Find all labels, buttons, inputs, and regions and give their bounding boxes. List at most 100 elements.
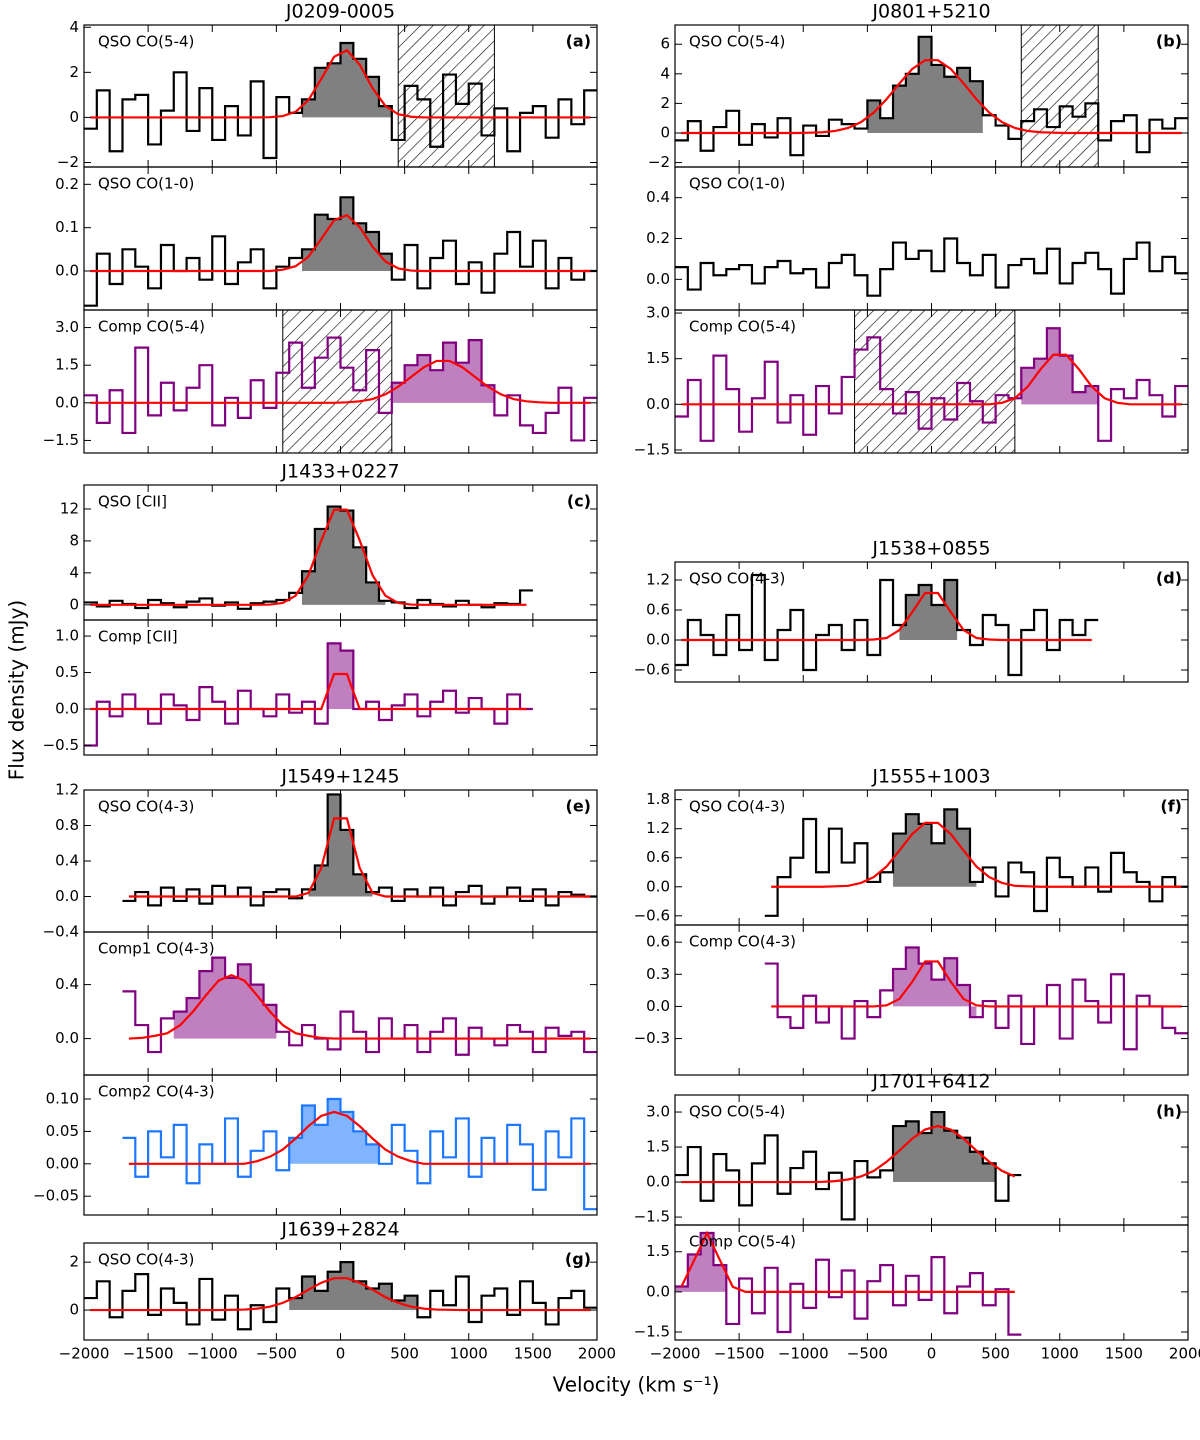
- gaussian-fit: [128, 973, 591, 1040]
- y-tick-label: 0.0: [55, 262, 79, 280]
- y-tick-label: 1.2: [646, 571, 670, 589]
- spectrum: [122, 793, 597, 907]
- line-fill: [893, 1112, 996, 1183]
- line-fill: [893, 947, 977, 1018]
- y-tick-label: 6: [660, 35, 670, 53]
- panel-label: Comp1 CO(4-3): [98, 940, 215, 958]
- spectrum: [675, 237, 1188, 297]
- gaussian-fit: [771, 821, 1182, 888]
- y-tick-label: 0.3: [646, 965, 670, 983]
- line-fill: [302, 506, 386, 605]
- x-tick-label: 2000: [1169, 1345, 1200, 1363]
- panel-title: J0209-0005: [285, 1, 395, 23]
- panel-label: QSO CO(4-3): [689, 570, 785, 588]
- y-tick-label: 1.5: [646, 1242, 670, 1260]
- y-tick-label: 0.5: [55, 663, 79, 681]
- gaussian-fit: [680, 1230, 1015, 1293]
- y-tick-label: 8: [69, 531, 79, 549]
- y-tick-label: −1.5: [634, 1322, 670, 1340]
- gaussian-fit: [90, 508, 527, 606]
- panel-title: J1555+1003: [871, 766, 990, 788]
- y-tick-label: 2: [69, 63, 79, 81]
- y-tick-label: 0.0: [55, 1029, 79, 1047]
- spectrum: [84, 196, 597, 307]
- x-tick-label: 1000: [1041, 1345, 1079, 1363]
- y-tick-label: 0.2: [646, 229, 670, 247]
- gaussian-fit: [90, 213, 591, 273]
- y-tick-label: 1.5: [55, 356, 79, 374]
- x-tick-label: 2000: [578, 1345, 616, 1363]
- x-tick-label: −1500: [714, 1345, 765, 1363]
- x-tick-label: −1000: [778, 1345, 829, 1363]
- x-tick-label: −1000: [187, 1345, 238, 1363]
- gaussian-fit: [771, 960, 1182, 1008]
- x-tick-label: 0: [336, 1345, 346, 1363]
- spectrum: [84, 642, 533, 747]
- y-tick-label: 0.6: [646, 933, 670, 951]
- y-tick-label: 0.0: [55, 393, 79, 411]
- y-tick-label: 4: [660, 64, 670, 82]
- y-tick-label: 3.0: [55, 318, 79, 336]
- y-tick-label: 0.0: [646, 997, 670, 1015]
- panel-tag: (f): [1160, 797, 1182, 816]
- y-tick-label: 0.0: [646, 1282, 670, 1300]
- x-tick-label: −2000: [59, 1345, 110, 1363]
- x-tick-label: 500: [390, 1345, 419, 1363]
- gaussian-fit: [90, 359, 591, 404]
- y-tick-label: 1.0: [55, 627, 79, 645]
- y-tick-label: 0.0: [646, 395, 670, 413]
- x-tick-label: 1500: [514, 1345, 552, 1363]
- x-axis-label: Velocity (km s⁻¹): [553, 1373, 720, 1397]
- spectrum: [122, 956, 597, 1056]
- y-tick-label: 3.0: [646, 304, 670, 322]
- x-tick-label: −500: [256, 1345, 297, 1363]
- panel-title: J1538+0855: [871, 538, 990, 560]
- x-tick-label: −1500: [123, 1345, 174, 1363]
- panel-label: Comp2 CO(4-3): [98, 1083, 215, 1101]
- y-tick-label: −2: [57, 153, 79, 171]
- panel-label: QSO CO(1-0): [689, 175, 785, 193]
- y-tick-label: −0.6: [634, 906, 670, 924]
- y-tick-label: −0.05: [33, 1187, 79, 1205]
- y-tick-label: 0.0: [55, 887, 79, 905]
- gaussian-fit: [128, 1110, 591, 1165]
- y-tick-label: 1.5: [646, 1138, 670, 1156]
- y-tick-label: 1.2: [55, 781, 79, 799]
- y-tick-label: 12: [60, 499, 79, 517]
- panel-label: QSO CO(4-3): [98, 798, 194, 816]
- y-tick-label: 0.4: [55, 852, 79, 870]
- panel-label: Comp CO(4-3): [689, 933, 796, 951]
- gaussian-fit: [90, 1277, 591, 1312]
- y-tick-label: 0: [660, 123, 670, 141]
- gaussian-fit: [681, 353, 1182, 406]
- panel-label: QSO CO(1-0): [98, 175, 194, 193]
- y-tick-label: 0.4: [646, 188, 670, 206]
- y-tick-label: −1.5: [43, 431, 79, 449]
- line-fill: [302, 43, 392, 118]
- gaussian-fit: [90, 48, 591, 119]
- y-tick-label: 3.0: [646, 1103, 670, 1121]
- spectrum: [764, 946, 1188, 1051]
- x-tick-label: 500: [981, 1345, 1010, 1363]
- panel-label: QSO CO(4-3): [98, 1251, 194, 1269]
- line-fill: [308, 794, 373, 897]
- panel-label: Comp [CII]: [98, 628, 178, 646]
- y-tick-label: 0: [69, 108, 79, 126]
- panel-title: J1433+0227: [280, 461, 399, 483]
- masked-region: [282, 310, 393, 453]
- y-axis-label: Flux density (mJy): [5, 600, 29, 780]
- y-tick-label: 0.0: [646, 631, 670, 649]
- x-tick-label: 0: [927, 1345, 937, 1363]
- panel-label: Comp CO(5-4): [689, 1233, 796, 1251]
- line-fill: [867, 36, 983, 133]
- y-tick-label: 4: [69, 18, 79, 36]
- panel-title: J1549+1245: [280, 766, 399, 788]
- y-tick-label: 0.1: [55, 218, 79, 236]
- x-tick-label: 1500: [1105, 1345, 1143, 1363]
- spectrum: [84, 336, 597, 442]
- y-tick-label: −0.5: [43, 736, 79, 754]
- y-tick-label: 1.2: [646, 819, 670, 837]
- y-tick-label: −1.5: [634, 1208, 670, 1226]
- panel-tag: (d): [1156, 569, 1182, 588]
- panel-tag: (e): [566, 797, 591, 816]
